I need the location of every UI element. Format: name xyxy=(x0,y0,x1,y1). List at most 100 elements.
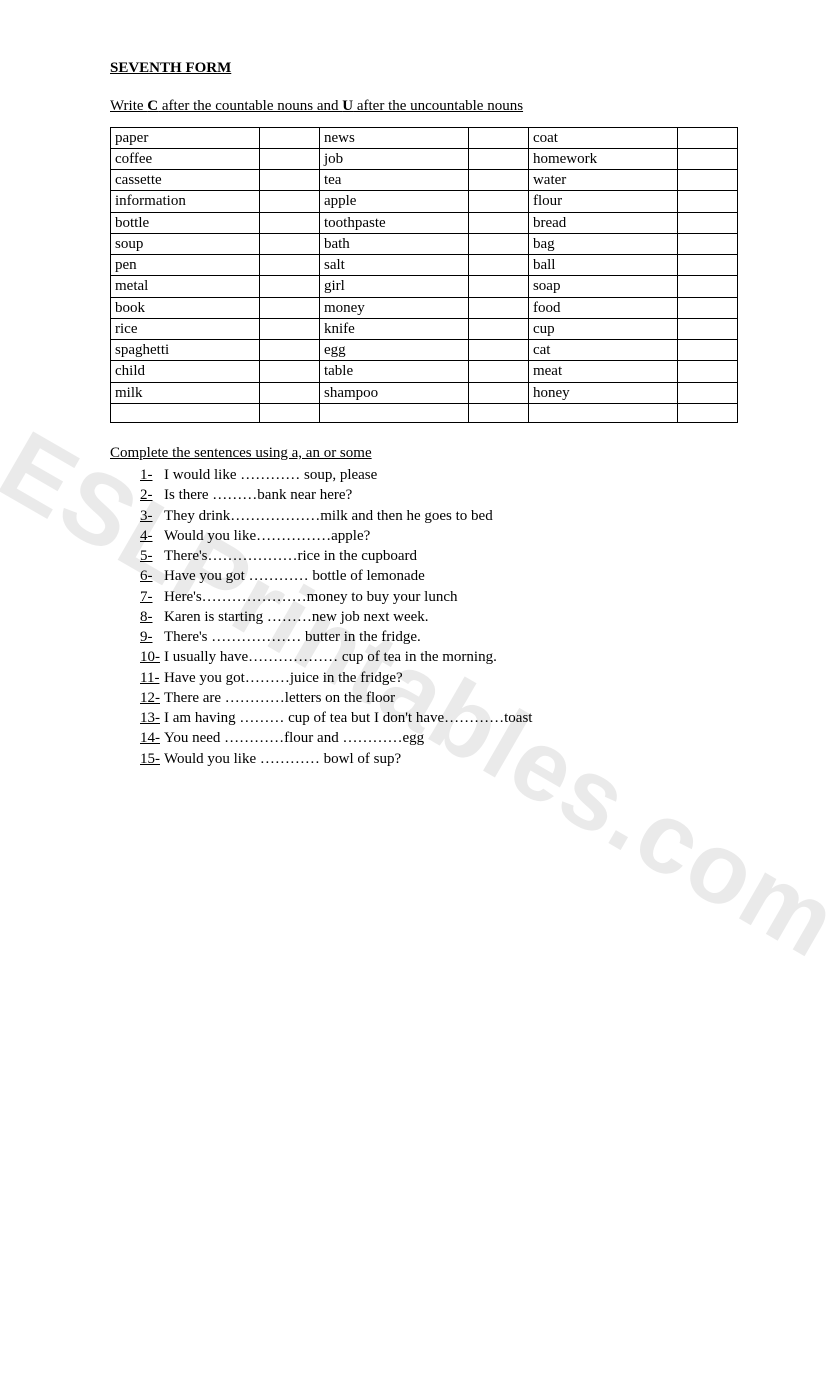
answer-cell xyxy=(469,233,529,254)
question-text: There are …………letters on the floor xyxy=(164,688,738,708)
word-cell: bag xyxy=(528,233,677,254)
answer-cell xyxy=(260,170,320,191)
table-row: book money food xyxy=(111,297,738,318)
question-number: 11- xyxy=(140,668,164,688)
word-cell: table xyxy=(319,361,468,382)
word-cell: bath xyxy=(319,233,468,254)
answer-cell xyxy=(469,170,529,191)
question-number: 7- xyxy=(140,587,164,607)
table-row: coffee job homework xyxy=(111,148,738,169)
answer-cell xyxy=(678,361,738,382)
question-row: 14-You need …………flour and …………egg xyxy=(140,728,738,748)
word-cell: cassette xyxy=(111,170,260,191)
question-text: Karen is starting ………new job next week. xyxy=(164,607,738,627)
answer-cell xyxy=(469,340,529,361)
word-cell: cup xyxy=(528,318,677,339)
word-cell: meat xyxy=(528,361,677,382)
answer-cell xyxy=(260,276,320,297)
question-text: Have you got………juice in the fridge? xyxy=(164,668,738,688)
word-cell: coat xyxy=(528,127,677,148)
answer-cell xyxy=(469,403,529,422)
question-number: 1- xyxy=(140,465,164,485)
answer-cell xyxy=(260,382,320,403)
question-number: 6- xyxy=(140,566,164,586)
word-cell xyxy=(111,403,260,422)
word-cell: information xyxy=(111,191,260,212)
instr-bold-c: C xyxy=(147,98,158,114)
answer-cell xyxy=(469,127,529,148)
question-text: Would you like……………apple? xyxy=(164,526,738,546)
word-cell: job xyxy=(319,148,468,169)
table-row: soup bath bag xyxy=(111,233,738,254)
question-row: 11-Have you got………juice in the fridge? xyxy=(140,668,738,688)
question-text: Have you got ………… bottle of lemonade xyxy=(164,566,738,586)
question-row: 2-Is there ………bank near here? xyxy=(140,485,738,505)
word-cell: honey xyxy=(528,382,677,403)
question-text: They drink………………milk and then he goes to… xyxy=(164,506,738,526)
word-cell: tea xyxy=(319,170,468,191)
word-cell xyxy=(319,403,468,422)
question-text: I would like ………… soup, please xyxy=(164,465,738,485)
answer-cell xyxy=(260,255,320,276)
answer-cell xyxy=(678,148,738,169)
question-number: 14- xyxy=(140,728,164,748)
question-row: 3-They drink………………milk and then he goes … xyxy=(140,506,738,526)
word-cell: money xyxy=(319,297,468,318)
word-cell: food xyxy=(528,297,677,318)
word-cell: homework xyxy=(528,148,677,169)
question-row: 15-Would you like ………… bowl of sup? xyxy=(140,749,738,769)
word-cell xyxy=(528,403,677,422)
table-row: papernewscoat xyxy=(111,127,738,148)
word-cell: coffee xyxy=(111,148,260,169)
answer-cell xyxy=(678,297,738,318)
question-number: 12- xyxy=(140,688,164,708)
word-cell: toothpaste xyxy=(319,212,468,233)
worksheet-page: SEVENTH FORM Write C after the countable… xyxy=(0,0,838,769)
question-number: 5- xyxy=(140,546,164,566)
table-row: informationappleflour xyxy=(111,191,738,212)
word-cell: apple xyxy=(319,191,468,212)
question-text: I am having ……… cup of tea but I don't h… xyxy=(164,708,738,728)
question-text: There's………………rice in the cupboard xyxy=(164,546,738,566)
word-cell: soup xyxy=(111,233,260,254)
answer-cell xyxy=(678,127,738,148)
word-cell: metal xyxy=(111,276,260,297)
answer-cell xyxy=(469,191,529,212)
answer-cell xyxy=(469,255,529,276)
answer-cell xyxy=(260,318,320,339)
question-number: 8- xyxy=(140,607,164,627)
answer-cell xyxy=(260,340,320,361)
answer-cell xyxy=(678,255,738,276)
answer-cell xyxy=(469,276,529,297)
word-cell: child xyxy=(111,361,260,382)
answer-cell xyxy=(260,212,320,233)
question-row: 12-There are …………letters on the floor xyxy=(140,688,738,708)
answer-cell xyxy=(260,127,320,148)
answer-cell xyxy=(678,382,738,403)
table-row: cassetteteawater xyxy=(111,170,738,191)
question-text: There's ……………… butter in the fridge. xyxy=(164,627,738,647)
word-cell: shampoo xyxy=(319,382,468,403)
questions-list: 1-I would like ………… soup, please2-Is the… xyxy=(110,465,738,769)
answer-cell xyxy=(260,191,320,212)
question-row: 4-Would you like……………apple? xyxy=(140,526,738,546)
question-text: Would you like ………… bowl of sup? xyxy=(164,749,738,769)
word-cell: girl xyxy=(319,276,468,297)
answer-cell xyxy=(469,382,529,403)
question-row: 5-There's………………rice in the cupboard xyxy=(140,546,738,566)
answer-cell xyxy=(469,212,529,233)
word-cell: egg xyxy=(319,340,468,361)
answer-cell xyxy=(260,233,320,254)
word-cell: book xyxy=(111,297,260,318)
word-cell: soap xyxy=(528,276,677,297)
table-row: milkshampoohoney xyxy=(111,382,738,403)
table-row: bottletoothpastebread xyxy=(111,212,738,233)
question-row: 6-Have you got ………… bottle of lemonade xyxy=(140,566,738,586)
answer-cell xyxy=(678,403,738,422)
answer-cell xyxy=(678,170,738,191)
word-cell: spaghetti xyxy=(111,340,260,361)
answer-cell xyxy=(469,148,529,169)
answer-cell xyxy=(260,403,320,422)
question-text: I usually have……………… cup of tea in the m… xyxy=(164,647,738,667)
question-row: 9-There's ……………… butter in the fridge. xyxy=(140,627,738,647)
